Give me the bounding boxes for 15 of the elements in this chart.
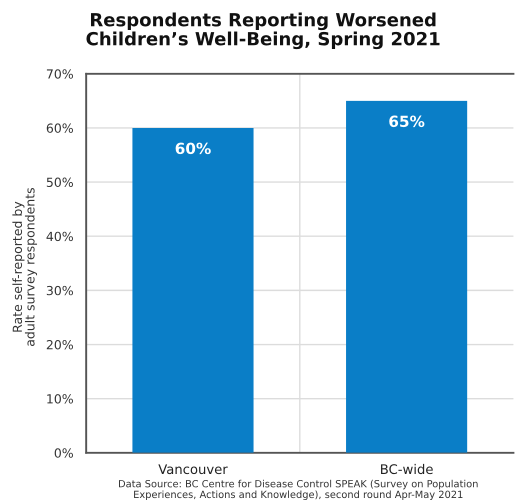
y-tick-label: 0% bbox=[54, 448, 73, 458]
y-tick-label: 10% bbox=[47, 394, 73, 404]
x-tick-label: Vancouver bbox=[158, 464, 228, 474]
chart-title: Respondents Reporting Worsened Children’s Well-Being, Spring 2021 bbox=[86, 12, 440, 50]
y-tick-label: 30% bbox=[46, 286, 73, 296]
data-label: 65% bbox=[389, 116, 424, 128]
source-note: Data Source: BC Centre for Disease Control SPEAK (Survey on Population Experiences, Actions and Knowledge), second round Apr-May 2021 bbox=[119, 480, 478, 500]
y-tick-label: 40% bbox=[46, 232, 73, 242]
y-tick-label: 20% bbox=[46, 340, 73, 350]
y-tick-label: 50% bbox=[46, 178, 73, 188]
data-label: 60% bbox=[176, 142, 211, 154]
x-tick-label: BC-wide bbox=[381, 464, 433, 474]
y-tick-label: 70% bbox=[46, 69, 73, 79]
y-axis-title: Rate self-reported by adult survey respondents bbox=[12, 188, 38, 346]
y-tick-label: 60% bbox=[46, 123, 73, 133]
